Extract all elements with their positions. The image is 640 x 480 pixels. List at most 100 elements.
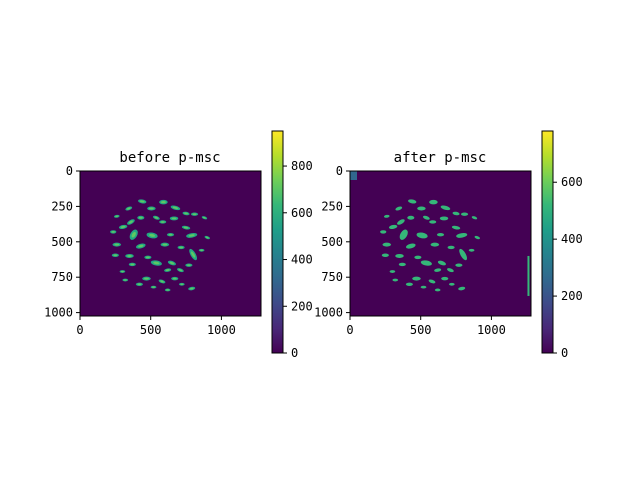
heatmap-blob xyxy=(414,255,422,260)
colorbar-tick-label: 800 xyxy=(291,159,313,173)
colorbar-gradient xyxy=(541,130,554,354)
colorbar-tick-label: 200 xyxy=(291,299,313,313)
heatmap-blob xyxy=(436,233,445,237)
heatmap-blob xyxy=(408,199,417,204)
heatmap-blob-core xyxy=(151,286,156,288)
heatmap-blob xyxy=(405,282,413,286)
heatmap-blob xyxy=(447,245,455,250)
colorbar-tick-label: 0 xyxy=(561,346,568,360)
heatmap-blob xyxy=(452,211,460,216)
heatmap-blob-core xyxy=(153,261,160,265)
heatmap-blob-core xyxy=(154,216,159,219)
y-tick-label: 750 xyxy=(51,270,73,284)
heatmap-blob-core xyxy=(165,269,170,272)
heatmap-blob xyxy=(381,253,389,257)
heatmap-blob xyxy=(395,253,404,258)
heatmap-blob xyxy=(474,235,480,240)
y-tick-label: 500 xyxy=(51,235,73,249)
heatmap-blob xyxy=(382,242,392,247)
heatmap-blob-core xyxy=(178,269,183,272)
heatmap-blob-core xyxy=(160,221,165,223)
x-tick-label: 500 xyxy=(140,323,162,337)
heatmap-blob-core xyxy=(166,289,170,291)
heatmap-blob-core xyxy=(138,216,143,219)
y-tick-label: 1000 xyxy=(44,306,73,320)
heatmap-blob-core xyxy=(171,217,177,220)
heatmap-background xyxy=(350,171,531,316)
heatmap-blob xyxy=(407,215,415,220)
y-tick-label: 500 xyxy=(321,235,343,249)
axes-frame xyxy=(79,170,262,317)
x-tick-label: 1000 xyxy=(477,323,506,337)
heatmap-blob xyxy=(420,260,432,266)
heatmap-blob-core xyxy=(149,233,156,237)
heatmap-blob xyxy=(417,206,426,211)
heatmap-blob xyxy=(412,276,421,281)
heatmap-blob-core xyxy=(172,277,177,280)
heatmap-blob-core xyxy=(128,220,133,224)
colorbar-gradient xyxy=(271,130,284,354)
heatmap-blob xyxy=(461,212,469,216)
heatmap-blob-core xyxy=(183,226,189,229)
heatmap-blob-core xyxy=(120,225,126,228)
heatmap-blob-core xyxy=(114,243,120,246)
colorbar-tick-label: 0 xyxy=(291,346,298,360)
colorbar-after: 0 200 400 600 xyxy=(541,130,583,360)
heatmap-blob-core xyxy=(188,234,195,237)
colorbar-tick-label: 200 xyxy=(561,289,583,303)
heatmap-blob-core xyxy=(139,200,145,203)
heatmap-blob xyxy=(456,232,468,238)
heatmap-blob xyxy=(398,262,406,267)
heatmap-blob-core xyxy=(149,207,154,210)
heatmap-blob-core xyxy=(113,254,118,257)
heatmap-blob-core xyxy=(184,212,188,215)
heatmap-artifact xyxy=(527,255,530,296)
heatmap-blob xyxy=(399,229,408,240)
heatmap-blob xyxy=(395,206,403,211)
heatmap-background xyxy=(80,171,261,316)
axes-frame xyxy=(349,170,532,317)
heatmap-blob xyxy=(448,282,455,286)
chart-title-after: after p-msc xyxy=(394,150,487,166)
heatmap-blob xyxy=(451,225,461,230)
heatmap-blob xyxy=(429,199,438,205)
heatmap-blob xyxy=(422,215,430,220)
y-tick-label: 0 xyxy=(336,164,343,178)
heatmap-blob-core xyxy=(189,287,194,290)
y-tick-label: 1000 xyxy=(314,306,343,320)
heatmap-blob-core xyxy=(127,254,132,257)
heatmap-blob xyxy=(468,248,475,252)
y-tick-label: 0 xyxy=(66,164,73,178)
y-tick-label: 250 xyxy=(51,199,73,213)
heatmap-blob xyxy=(434,288,441,292)
heatmap-blob-core xyxy=(130,263,135,266)
heatmap-blob xyxy=(447,268,454,273)
heatmap-blob-core xyxy=(144,277,149,280)
x-tick-label: 0 xyxy=(76,323,83,337)
chart-title-before: before p-msc xyxy=(119,150,220,166)
heatmap-blob xyxy=(389,270,396,273)
heatmap-blob-core xyxy=(180,283,184,285)
colorbar-tick-label: 600 xyxy=(561,175,583,189)
heatmap-blob xyxy=(471,216,478,220)
x-tick-label: 1000 xyxy=(207,323,236,337)
heatmap-blob xyxy=(441,276,449,281)
heatmap-blob-core xyxy=(137,283,142,286)
heatmap-blob xyxy=(388,224,398,230)
heatmap-blob xyxy=(397,219,405,225)
heatmap-blob-core xyxy=(123,279,127,281)
heatmap-blob-core xyxy=(200,249,204,252)
heatmap-artifact xyxy=(350,171,357,180)
heatmap-blob-core xyxy=(191,251,196,258)
heatmap-blob xyxy=(405,243,416,249)
heatmap-image-before xyxy=(80,171,261,316)
heatmap-blob-core xyxy=(172,206,179,210)
heatmap-blob-core xyxy=(179,246,184,249)
heatmap-blob-core xyxy=(168,233,173,236)
heatmap-blob xyxy=(459,248,467,261)
colorbar-tick-label: 400 xyxy=(561,232,583,246)
heatmap-blob xyxy=(428,279,436,284)
heatmap-blob xyxy=(440,205,451,211)
